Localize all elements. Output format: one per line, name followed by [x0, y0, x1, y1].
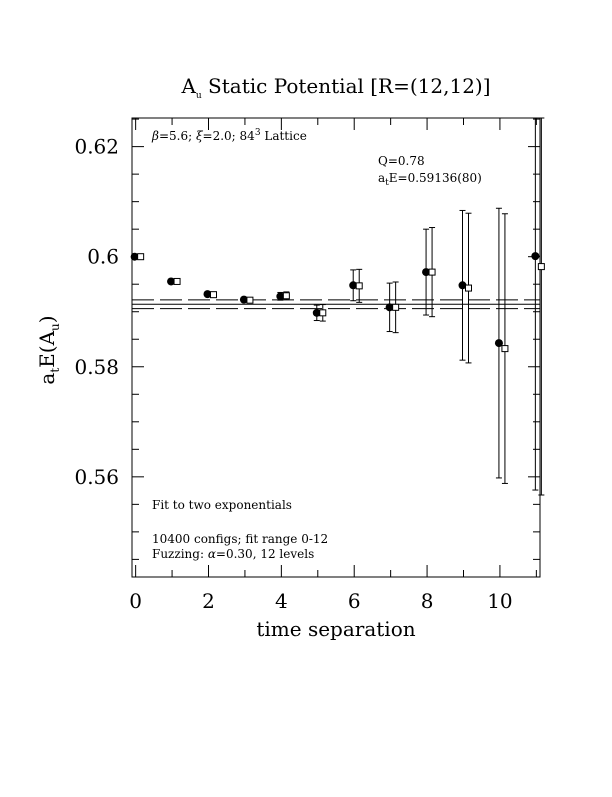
marker-circle [276, 292, 285, 301]
marker-circle [531, 252, 540, 261]
data-point-square [537, 117, 545, 496]
y-axis-title: atE(Au) [35, 315, 62, 384]
x-tick-label: 8 [421, 589, 434, 613]
y-axis-title-mid-subscript: u [48, 323, 62, 331]
marker-circle [312, 308, 321, 317]
data-point-circle [312, 304, 321, 322]
marker-square [210, 291, 217, 299]
data-point-circle [239, 295, 248, 304]
marker-circle [385, 303, 394, 312]
marker-square [501, 345, 509, 353]
q-annotation: Q=0.78 [378, 154, 425, 168]
fuzzing-post: =0.30, 12 levels [216, 547, 314, 561]
data-point-circle [167, 277, 176, 286]
data-point-circle [130, 252, 139, 261]
chart-title: Au Static Potential [R=(12,12)] [180, 74, 490, 101]
x-tick-label: 2 [202, 589, 215, 613]
data-point-circle [349, 269, 358, 302]
lattice-annotation: β=5.6; ξ=2.0; 843 Lattice [151, 128, 307, 143]
x-tick-label: 0 [129, 589, 142, 613]
title-rest: Static Potential [R=(12,12)] [202, 74, 491, 98]
data-point-square [392, 281, 400, 334]
data-point-circle [203, 290, 212, 299]
data-point-square [246, 296, 254, 304]
lattice-text-3: Lattice [261, 129, 307, 143]
fit-rest: E=0.59136(80) [389, 171, 482, 185]
x-tick-label: 4 [275, 589, 288, 613]
data-point-circle [531, 117, 540, 491]
data-point-square [210, 291, 217, 299]
x-tick-label: 6 [348, 589, 361, 613]
marker-square [355, 282, 363, 290]
marker-square [173, 277, 181, 285]
alpha-symbol: α [208, 547, 216, 561]
fit-a-subscript: t [385, 178, 389, 188]
y-tick-label: 0.62 [74, 135, 119, 159]
marker-square [537, 263, 545, 271]
fuzzing-pre: Fuzzing: [152, 547, 208, 561]
fit-lines [132, 299, 540, 310]
plot-frame [131, 117, 541, 578]
marker-circle [494, 339, 503, 348]
y-tick-label: 0.58 [74, 355, 119, 379]
data-point-circle [458, 209, 467, 361]
tick-marks [132, 118, 540, 577]
marker-circle [130, 252, 139, 261]
data-point-circle [276, 291, 285, 301]
data-point-circle [494, 207, 503, 479]
marker-circle [422, 268, 431, 277]
marker-square [392, 303, 400, 311]
data-point-circle [385, 282, 394, 333]
marker-square [465, 284, 472, 292]
fit-type-annotation: Fit to two exponentials [152, 498, 292, 512]
y-tick-label: 0.56 [74, 465, 119, 489]
marker-circle [349, 281, 358, 290]
title-main: A [180, 74, 196, 98]
configs-annotation: 10400 configs; fit range 0-12 [152, 532, 328, 546]
data-point-square [465, 212, 472, 364]
data-point-square [428, 227, 436, 318]
marker-circle [239, 295, 248, 304]
x-tick-label: 10 [487, 589, 512, 613]
lattice-text-1: =5.6; [159, 129, 196, 143]
y-tick-label: 0.6 [87, 245, 119, 269]
y-axis-title-a-subscript: t [48, 368, 62, 373]
x-axis-title: time separation [256, 617, 415, 641]
marker-circle [203, 290, 212, 299]
data-point-square [282, 291, 290, 301]
data-point-square [173, 277, 181, 285]
marker-square [137, 253, 145, 261]
fit-a: a [378, 171, 385, 185]
title-main-subscript: u [196, 91, 202, 101]
marker-circle [458, 281, 467, 290]
y-axis-title-a: a [35, 373, 59, 385]
data-point-square [501, 213, 509, 484]
fuzzing-annotation: Fuzzing: α=0.30, 12 levels [152, 547, 314, 561]
data-point-square [319, 304, 327, 322]
y-axis-title-end: ) [35, 315, 59, 323]
tick-labels: 0 2 4 6 8 10 0.56 0.58 0.6 0.62 [74, 135, 512, 613]
data-point-circle [422, 228, 431, 316]
fit-value-annotation: atE=0.59136(80) [378, 171, 482, 188]
beta-symbol: β [151, 129, 159, 143]
lattice-superscript: 3 [255, 128, 261, 138]
xi-symbol: ξ [196, 129, 204, 143]
marker-square [246, 296, 254, 304]
y-axis-title-mid: E(A [35, 330, 59, 367]
marker-circle [167, 277, 176, 286]
lattice-text-2: =2.0; 84 [203, 129, 256, 143]
data-point-square [137, 253, 145, 261]
marker-square [428, 268, 436, 276]
marker-square [282, 292, 290, 300]
data-points [130, 117, 545, 496]
data-point-square [355, 268, 363, 303]
marker-square [319, 309, 327, 317]
